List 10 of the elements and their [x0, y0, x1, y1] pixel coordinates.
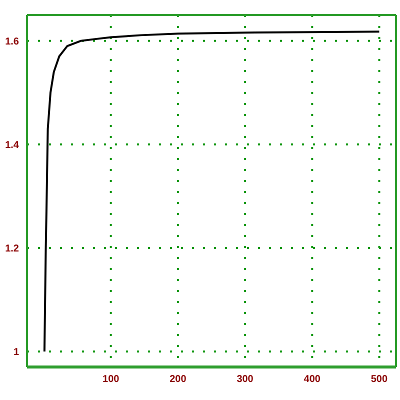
- x-tick-label: 300: [236, 374, 254, 386]
- line-series: [43, 30, 380, 352]
- y-tick-label: 1.2: [5, 243, 20, 254]
- y-tick-label: 1: [13, 347, 20, 358]
- x-tick-label: 200: [170, 374, 187, 386]
- x-tick-label: 400: [304, 374, 321, 386]
- y-tick-label: 1.4: [5, 140, 20, 151]
- x-tick-label: 500: [370, 374, 388, 386]
- x-tick-label: 100: [102, 374, 120, 386]
- y-tick-label: 1.6: [5, 36, 20, 48]
